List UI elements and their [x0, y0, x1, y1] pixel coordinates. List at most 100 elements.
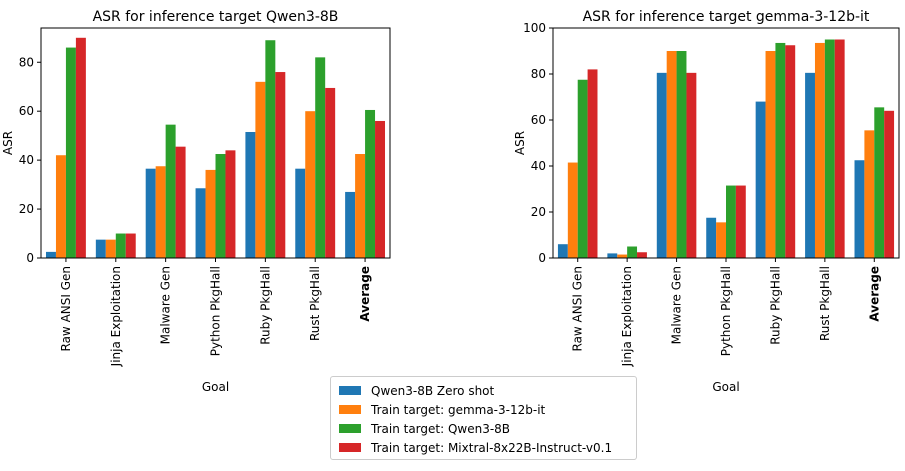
- bar: [874, 107, 885, 258]
- bar: [275, 72, 286, 258]
- x-tick-label: Ruby PkgHall: [258, 266, 272, 345]
- bar: [165, 124, 176, 259]
- y-axis-label: ASR: [1, 131, 15, 155]
- legend-label: Train target: Mixtral-8x22B-Instruct-v0.…: [371, 440, 613, 455]
- x-tick-label: Python PkgHall: [209, 266, 223, 356]
- legend-swatch: [339, 405, 361, 414]
- bar: [854, 160, 865, 258]
- y-tick-label: 80: [19, 55, 34, 69]
- bar: [365, 109, 376, 258]
- bar: [676, 51, 687, 258]
- bar: [175, 146, 186, 258]
- y-tick-label: 40: [531, 159, 546, 173]
- x-tick-label: Raw ANSI Gen: [59, 266, 73, 352]
- bar: [884, 110, 895, 258]
- legend-swatch: [339, 386, 361, 395]
- bar: [55, 155, 66, 258]
- bar: [824, 39, 835, 258]
- y-tick-label: 40: [19, 153, 34, 167]
- bar: [666, 51, 677, 258]
- x-tick-label: Average: [867, 266, 881, 322]
- legend-swatch: [339, 443, 361, 452]
- x-tick-label: Raw ANSI Gen: [571, 266, 585, 352]
- bar: [775, 42, 786, 259]
- y-tick-label: 20: [19, 202, 34, 216]
- bar: [205, 169, 216, 258]
- bar: [834, 39, 845, 258]
- bar: [637, 252, 647, 258]
- legend-item: Train target: Mixtral-8x22B-Instruct-v0.…: [337, 438, 630, 457]
- y-tick-label: 20: [531, 205, 546, 219]
- bar: [225, 150, 236, 258]
- y-tick-label: 100: [523, 21, 546, 35]
- bar: [805, 72, 815, 258]
- legend-item: Train target: Qwen3-8B: [337, 419, 630, 438]
- bar: [155, 166, 166, 258]
- bar: [345, 191, 356, 258]
- y-tick-label: 0: [538, 251, 546, 265]
- bar: [627, 246, 638, 258]
- bar: [45, 251, 56, 258]
- bar: [245, 131, 256, 258]
- bar: [145, 168, 156, 258]
- bar: [587, 69, 598, 259]
- bar: [706, 217, 717, 258]
- y-tick-label: 60: [19, 104, 34, 118]
- x-tick-label: Malware Gen: [670, 266, 684, 344]
- chart-title: ASR for inference target Qwen3-8B: [93, 9, 339, 25]
- bar: [125, 233, 136, 258]
- bar: [735, 185, 746, 258]
- bar: [607, 253, 618, 258]
- bar: [375, 120, 386, 258]
- bar: [686, 72, 697, 258]
- legend-item: Qwen3-8B Zero shot: [337, 381, 630, 400]
- y-axis-label: ASR: [513, 131, 527, 155]
- bar: [716, 222, 726, 258]
- bar: [864, 130, 875, 258]
- bar: [105, 239, 116, 258]
- bar: [726, 185, 736, 258]
- x-tick-label: Rust PkgHall: [818, 266, 832, 341]
- bar: [195, 188, 206, 258]
- x-tick-label: Average: [358, 266, 372, 322]
- y-tick-label: 80: [531, 67, 546, 81]
- y-tick-label: 60: [531, 113, 546, 127]
- bar: [95, 239, 106, 258]
- bar: [115, 233, 126, 258]
- bar: [755, 101, 766, 258]
- x-tick-label: Malware Gen: [159, 266, 173, 344]
- bar: [315, 57, 326, 258]
- bar: [305, 111, 316, 258]
- x-tick-label: Python PkgHall: [719, 266, 733, 356]
- x-tick-label: Ruby PkgHall: [768, 266, 782, 345]
- x-tick-label: Jinja Exploitation: [620, 266, 634, 367]
- x-axis-label: Goal: [202, 380, 229, 394]
- bar: [814, 42, 825, 259]
- y-tick-label: 0: [26, 251, 34, 265]
- x-tick-label: Rust PkgHall: [308, 266, 322, 341]
- bar: [215, 154, 226, 258]
- bar: [355, 154, 366, 258]
- bar: [567, 162, 578, 258]
- bar: [75, 37, 86, 258]
- chart-title: ASR for inference target gemma-3-12b-it: [583, 9, 870, 25]
- bar: [656, 72, 667, 258]
- legend-swatch: [339, 424, 361, 433]
- bar: [557, 244, 568, 258]
- bar: [255, 81, 266, 258]
- legend-label: Qwen3-8B Zero shot: [371, 383, 495, 398]
- legend-label: Train target: gemma-3-12b-it: [371, 402, 546, 417]
- bar: [295, 168, 306, 258]
- bar: [617, 254, 628, 258]
- bar: [265, 40, 276, 259]
- x-axis-label: Goal: [712, 380, 739, 394]
- bar: [785, 45, 796, 258]
- legend-label: Train target: Qwen3-8B: [371, 421, 511, 436]
- bar: [765, 51, 776, 258]
- x-tick-label: Jinja Exploitation: [109, 266, 123, 367]
- bar: [65, 47, 76, 258]
- legend-item: Train target: gemma-3-12b-it: [337, 400, 630, 419]
- bar: [577, 79, 588, 258]
